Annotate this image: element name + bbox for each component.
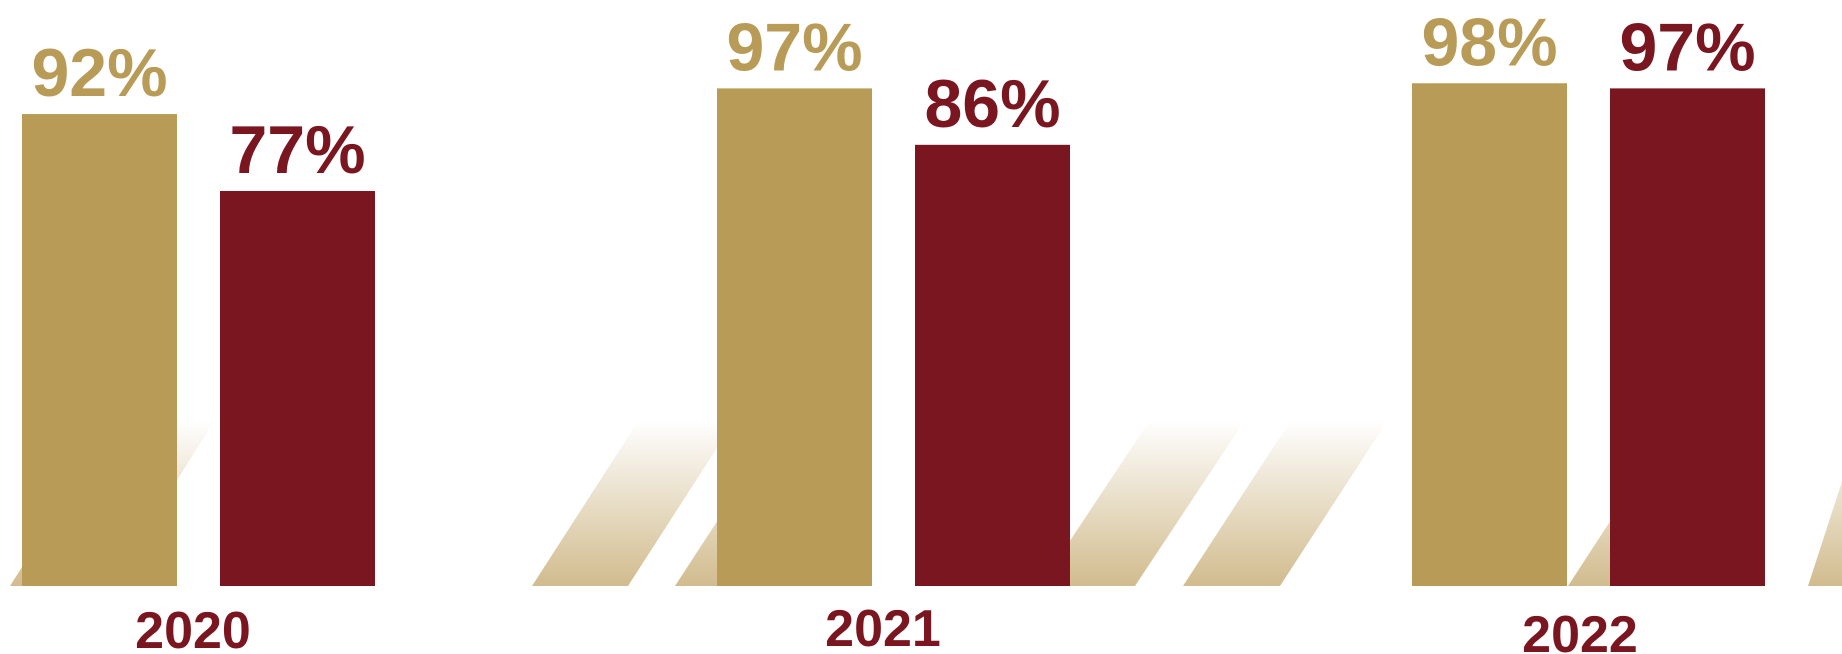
bar-2021-series-1 (717, 88, 872, 586)
bars-group (22, 83, 1765, 587)
data-label-2022-series-1: 98% (1421, 4, 1557, 80)
category-label-2021: 2021 (825, 600, 941, 654)
decor-stripe (532, 420, 735, 586)
labels-group: 92% 77% 2020 97% 86% 2021 98% 97% 2022 (31, 4, 1755, 654)
data-label-2022-series-2: 97% (1619, 9, 1755, 85)
decor-stripe (1808, 481, 1842, 586)
decor-stripe (1040, 420, 1245, 586)
data-label-2021-series-1: 97% (726, 9, 862, 85)
bar-2020-series-2 (220, 190, 375, 587)
data-label-2020-series-1: 92% (31, 35, 167, 111)
category-label-2020: 2020 (135, 602, 251, 654)
bar-2020-series-1 (22, 114, 177, 586)
bar-2022-series-1 (1412, 83, 1567, 586)
decor-stripe (1183, 420, 1388, 586)
bar-2022-series-2 (1610, 88, 1765, 586)
data-label-2021-series-2: 86% (924, 66, 1060, 142)
data-label-2020-series-2: 77% (229, 112, 365, 188)
category-label-2022: 2022 (1522, 606, 1638, 654)
bar-2021-series-2 (915, 144, 1070, 586)
